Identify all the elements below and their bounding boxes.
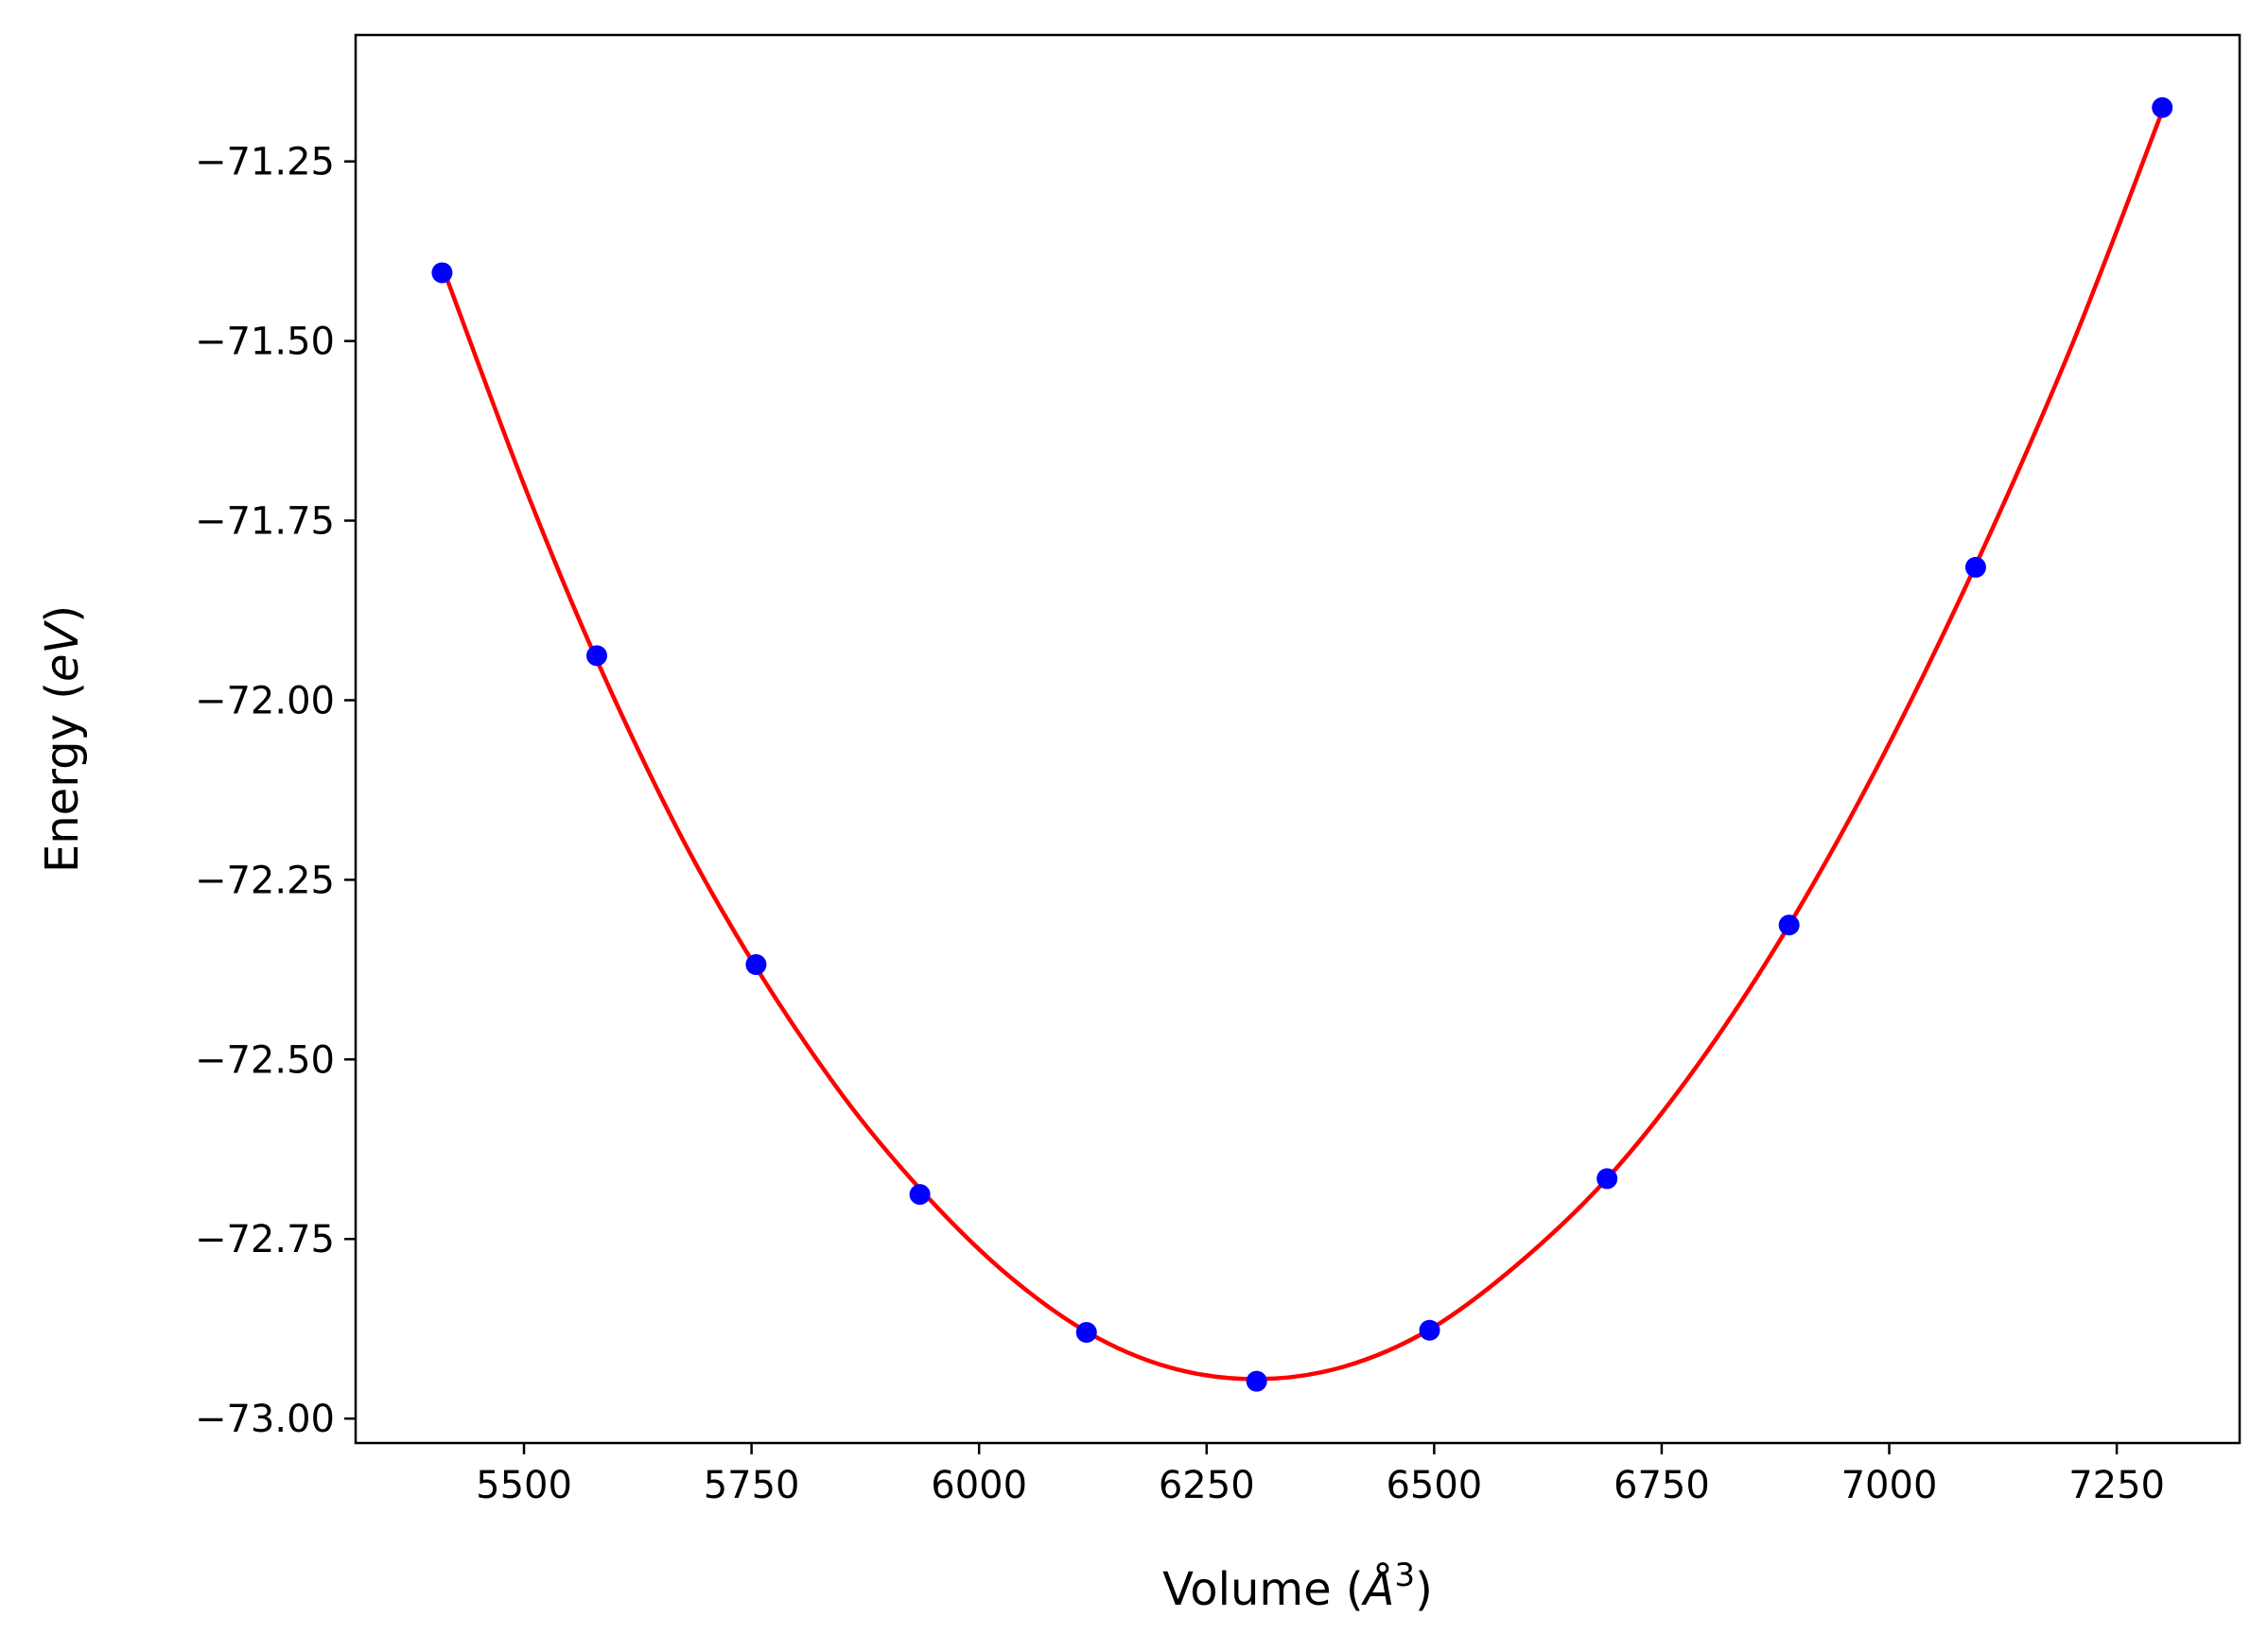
x-axis-ticks: 5500 5750 6000 6250 6500 6750 7000 7250 <box>476 1443 2165 1507</box>
x-axis-label-prefix: Volume ( <box>1162 1563 1364 1616</box>
x-tick-label: 5750 <box>704 1464 800 1507</box>
x-tick-label: 6500 <box>1386 1464 1482 1507</box>
x-axis-label-symbol: Å <box>1361 1562 1395 1616</box>
data-point-1 <box>431 262 453 284</box>
fit-curve <box>440 110 2165 1382</box>
x-axis-label: Volume (Å3) <box>1162 1556 1433 1616</box>
y-tick-label: −72.25 <box>195 859 335 902</box>
data-point-2 <box>586 645 608 667</box>
x-axis-label-suffix: ) <box>1415 1563 1433 1616</box>
x-tick-label: 7000 <box>1841 1464 1938 1507</box>
y-axis-label: Energy (eV) <box>36 605 89 873</box>
data-point-10 <box>1964 556 1986 578</box>
y-tick-label: −73.00 <box>195 1398 335 1441</box>
plot-area <box>431 96 2173 1392</box>
data-point-3 <box>745 954 767 976</box>
axes-frame <box>354 33 2242 1445</box>
data-point-8 <box>1596 1168 1618 1190</box>
y-tick-label: −72.75 <box>195 1218 335 1261</box>
y-tick-label: −72.50 <box>195 1038 335 1082</box>
data-point-6 <box>1246 1370 1267 1392</box>
data-point-9 <box>1778 914 1800 936</box>
y-axis-label-prefix: Energy ( <box>36 682 89 873</box>
x-tick-label: 6250 <box>1159 1464 1255 1507</box>
x-tick-label: 5500 <box>476 1464 572 1507</box>
data-point-5 <box>1075 1322 1097 1344</box>
x-tick-label: 7250 <box>2068 1464 2165 1507</box>
x-tick-label: 6750 <box>1614 1464 1710 1507</box>
x-tick-label: 6000 <box>931 1464 1027 1507</box>
data-point-7 <box>1419 1319 1440 1341</box>
y-axis-label-suffix: ) <box>36 605 89 623</box>
data-point-4 <box>909 1184 931 1206</box>
y-tick-label: −72.00 <box>195 679 335 722</box>
y-tick-label: −71.25 <box>195 141 335 184</box>
y-axis-ticks: −71.25 −71.50 −71.75 −72.00 −72.25 −72.50 −72.… <box>195 141 356 1441</box>
y-tick-label: −71.75 <box>195 500 335 544</box>
x-axis-label-exponent: 3 <box>1394 1556 1415 1594</box>
y-axis-label-italic: eV <box>36 620 89 683</box>
y-tick-label: −71.50 <box>195 321 335 364</box>
data-point-11 <box>2152 96 2173 118</box>
